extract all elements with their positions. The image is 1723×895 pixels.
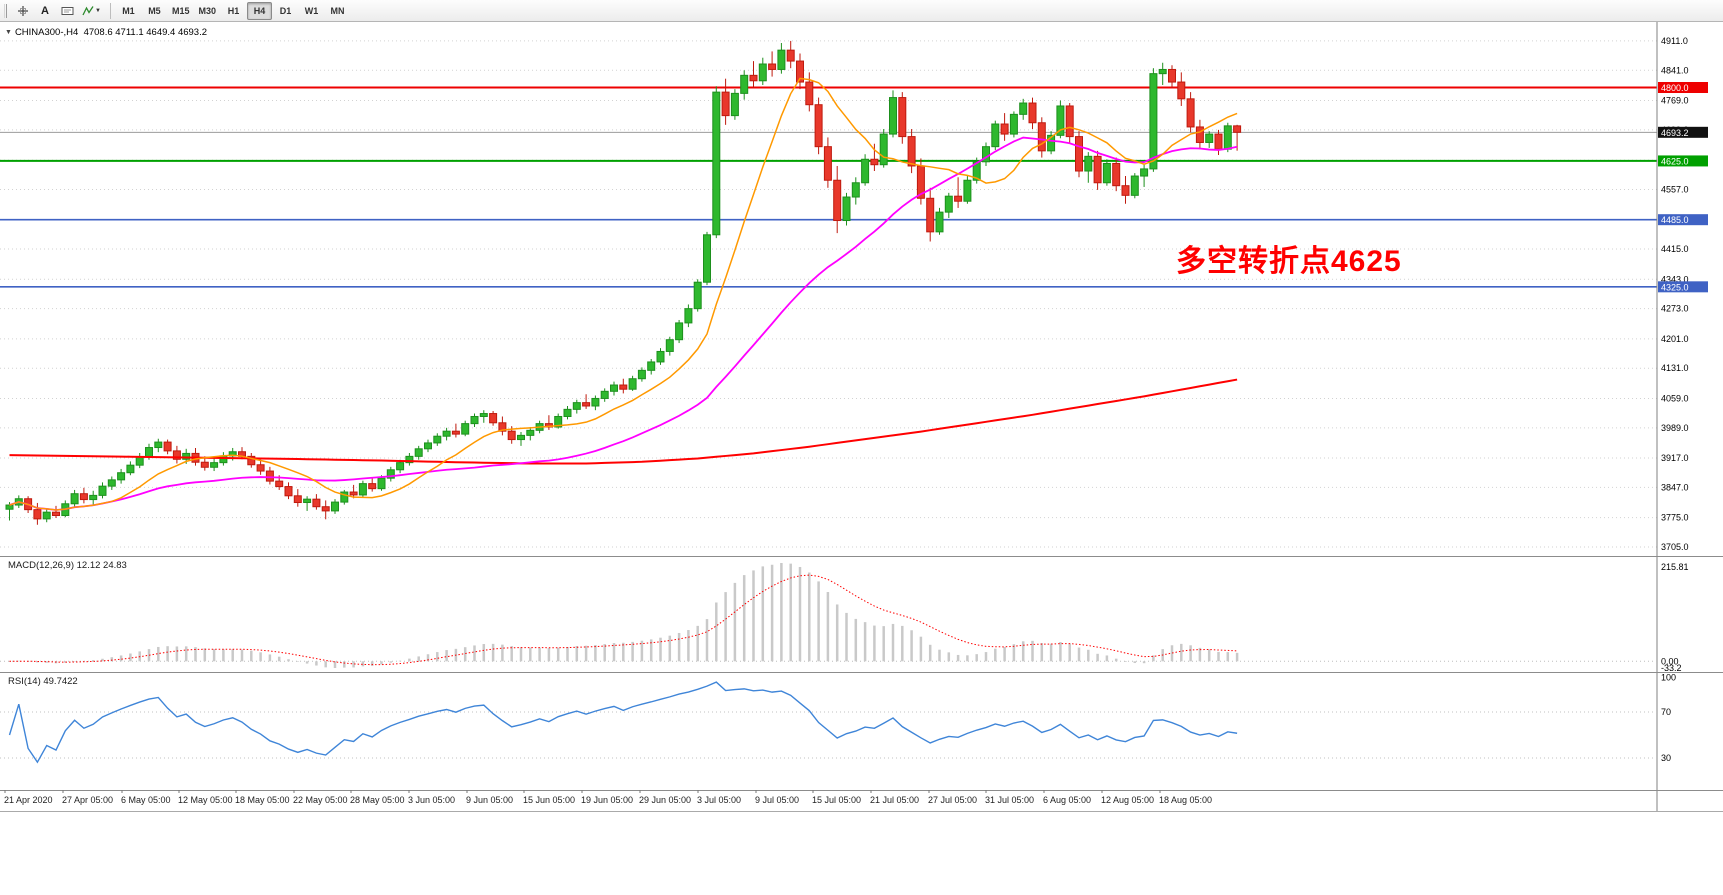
ma-fast-line xyxy=(9,77,1238,511)
chart-symbol-line: ▼ CHINA300-,H4 4708.6 4711.1 4649.4 4693… xyxy=(5,27,207,38)
svg-text:6 May 05:00: 6 May 05:00 xyxy=(121,795,171,805)
svg-text:15 Jun 05:00: 15 Jun 05:00 xyxy=(523,795,575,805)
macd-axis-labels: 215.81 0.00-33.2 xyxy=(1661,562,1689,673)
text-tool-label: A xyxy=(41,4,49,17)
toolbar-separator xyxy=(109,2,111,19)
ma-mid-line xyxy=(9,136,1238,511)
ohlc-toggle-icon[interactable]: ▼ xyxy=(5,29,12,36)
rsi-axis-labels: 100 70 30 xyxy=(1661,673,1676,764)
svg-text:4485.0: 4485.0 xyxy=(1661,215,1689,225)
svg-text:4201.0: 4201.0 xyxy=(1661,334,1689,344)
timeframe-button-d1[interactable]: D1 xyxy=(273,2,298,20)
rsi-line xyxy=(8,681,1238,764)
svg-text:28 May 05:00: 28 May 05:00 xyxy=(350,795,405,805)
timeframe-button-mn[interactable]: MN xyxy=(325,2,350,20)
macd-histogram xyxy=(8,563,1239,668)
svg-text:4625.0: 4625.0 xyxy=(1661,156,1689,166)
svg-text:4415.0: 4415.0 xyxy=(1661,244,1689,254)
timeframe-button-h4[interactable]: H4 xyxy=(246,1,272,20)
rsi-indicator-label: RSI(14) 49.7422 xyxy=(8,676,78,687)
timeframe-group: M1 M5 M15 M30 H1 H4 D1 W1 MN xyxy=(116,1,350,20)
svg-text:100: 100 xyxy=(1661,673,1676,683)
timeframe-button-m5[interactable]: M5 xyxy=(142,2,167,20)
indicator-line-icon xyxy=(82,5,94,15)
svg-text:12 Aug 05:00: 12 Aug 05:00 xyxy=(1101,795,1154,805)
pane-dividers xyxy=(0,556,1723,812)
svg-text:3989.0: 3989.0 xyxy=(1661,423,1689,433)
svg-text:3917.0: 3917.0 xyxy=(1661,453,1689,463)
label-icon xyxy=(61,6,73,15)
svg-text:4273.0: 4273.0 xyxy=(1661,304,1689,314)
crosshair-icon xyxy=(18,5,28,16)
svg-text:18 May 05:00: 18 May 05:00 xyxy=(235,795,290,805)
svg-text:3847.0: 3847.0 xyxy=(1661,482,1689,492)
price-gridlines xyxy=(0,40,1657,548)
timeframe-button-m15[interactable]: M15 xyxy=(168,2,194,20)
svg-text:31 Jul 05:00: 31 Jul 05:00 xyxy=(985,795,1034,805)
toolbar-grip[interactable] xyxy=(4,3,7,18)
svg-text:9 Jun 05:00: 9 Jun 05:00 xyxy=(466,795,513,805)
timeframe-button-w1[interactable]: W1 xyxy=(299,2,324,20)
svg-text:4693.2: 4693.2 xyxy=(1661,128,1689,138)
svg-text:3705.0: 3705.0 xyxy=(1661,542,1689,552)
label-tool-button[interactable] xyxy=(56,2,78,20)
svg-text:4841.0: 4841.0 xyxy=(1661,65,1689,75)
svg-text:3 Jun 05:00: 3 Jun 05:00 xyxy=(408,795,455,805)
time-axis[interactable]: 21 Apr 2020 27 Apr 05:00 6 May 05:00 12 May… xyxy=(4,790,1212,805)
svg-text:21 Apr 2020: 21 Apr 2020 xyxy=(4,795,53,805)
chart-text-annotation[interactable]: 多空转折点4625 xyxy=(1176,245,1402,278)
svg-text:3775.0: 3775.0 xyxy=(1661,513,1689,523)
dropdown-caret-icon: ▼ xyxy=(95,7,101,14)
svg-text:30: 30 xyxy=(1661,753,1671,763)
svg-text:27 Apr 05:00: 27 Apr 05:00 xyxy=(62,795,113,805)
svg-text:21 Jul 05:00: 21 Jul 05:00 xyxy=(870,795,919,805)
svg-text:29 Jun 05:00: 29 Jun 05:00 xyxy=(639,795,691,805)
svg-text:3 Jul 05:00: 3 Jul 05:00 xyxy=(697,795,741,805)
svg-text:15 Jul 05:00: 15 Jul 05:00 xyxy=(812,795,861,805)
rsi-levels xyxy=(0,711,1657,759)
svg-text:215.81: 215.81 xyxy=(1661,562,1689,572)
svg-text:18 Aug 05:00: 18 Aug 05:00 xyxy=(1159,795,1212,805)
svg-text:4325.0: 4325.0 xyxy=(1661,282,1689,292)
svg-text:22 May 05:00: 22 May 05:00 xyxy=(293,795,348,805)
svg-text:9 Jul 05:00: 9 Jul 05:00 xyxy=(755,795,799,805)
timeframe-button-h1[interactable]: H1 xyxy=(221,2,246,20)
svg-text:70: 70 xyxy=(1661,707,1671,717)
svg-text:27 Jul 05:00: 27 Jul 05:00 xyxy=(928,795,977,805)
svg-text:4911.0: 4911.0 xyxy=(1661,36,1688,46)
svg-text:19 Jun 05:00: 19 Jun 05:00 xyxy=(581,795,633,805)
symbol-ohlc-text: CHINA300-,H4 4708.6 4711.1 4649.4 4693.2 xyxy=(14,27,208,38)
svg-text:4800.0: 4800.0 xyxy=(1661,83,1689,93)
svg-text:4131.0: 4131.0 xyxy=(1661,363,1689,373)
svg-text:4343.0: 4343.0 xyxy=(1661,274,1689,284)
toolbar: A ▼ M1 M5 M15 M30 H1 H4 D1 W1 MN xyxy=(0,0,1723,22)
svg-text:0.00: 0.00 xyxy=(1661,656,1679,666)
chart-canvas[interactable]: 4911.04841.04769.04699.04627.04557.04485… xyxy=(0,22,1723,815)
timeframe-button-m1[interactable]: M1 xyxy=(116,2,141,20)
svg-text:-33.2: -33.2 xyxy=(1661,663,1682,673)
text-tool-button[interactable]: A xyxy=(34,2,56,20)
ma-slow-line xyxy=(9,378,1238,465)
svg-text:6 Aug 05:00: 6 Aug 05:00 xyxy=(1043,795,1091,805)
timeframe-button-m30[interactable]: M30 xyxy=(194,2,220,20)
macd-signal-line xyxy=(9,574,1238,666)
indicators-dropdown-button[interactable]: ▼ xyxy=(78,2,105,20)
svg-text:4059.0: 4059.0 xyxy=(1661,393,1689,403)
svg-text:4769.0: 4769.0 xyxy=(1661,96,1689,106)
candlestick-series xyxy=(5,40,1242,525)
svg-text:4557.0: 4557.0 xyxy=(1661,184,1689,194)
price-axis[interactable]: 4911.04841.04769.04699.04627.04557.04485… xyxy=(1656,22,1708,811)
svg-text:12 May 05:00: 12 May 05:00 xyxy=(178,795,233,805)
macd-indicator-label: MACD(12,26,9) 12.12 24.83 xyxy=(8,560,127,571)
crosshair-tool-button[interactable] xyxy=(12,2,34,20)
